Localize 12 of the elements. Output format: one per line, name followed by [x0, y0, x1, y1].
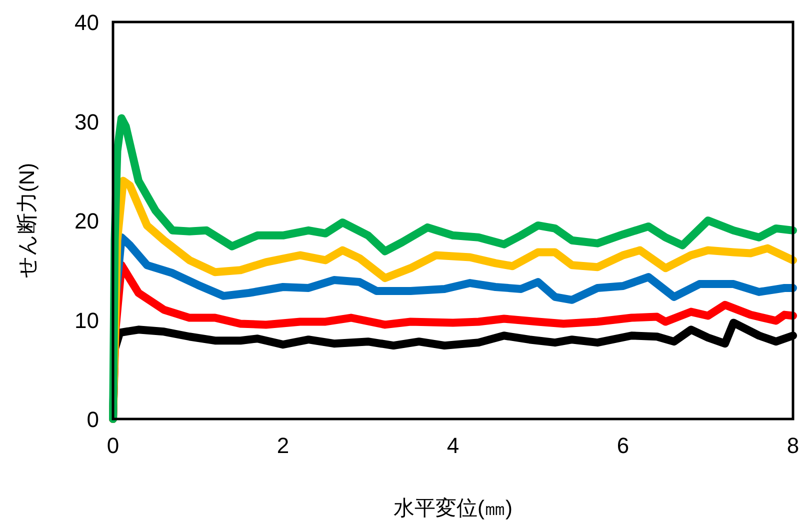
y-tick-label: 40 — [74, 10, 99, 35]
x-tick-label: 8 — [786, 433, 800, 458]
y-tick-label: 10 — [74, 308, 99, 333]
y-axis-title: せん断力(N) — [16, 162, 39, 278]
y-tick-label: 30 — [74, 109, 99, 134]
y-tick-label: 0 — [86, 407, 99, 432]
x-tick-label: 4 — [446, 433, 460, 458]
x-tick-label: 0 — [106, 433, 120, 458]
x-tick-label: 6 — [616, 433, 630, 458]
x-tick-label: 2 — [276, 433, 290, 458]
y-tick-label: 20 — [74, 208, 99, 234]
x-axis-title: 水平変位(㎜) — [394, 497, 512, 520]
